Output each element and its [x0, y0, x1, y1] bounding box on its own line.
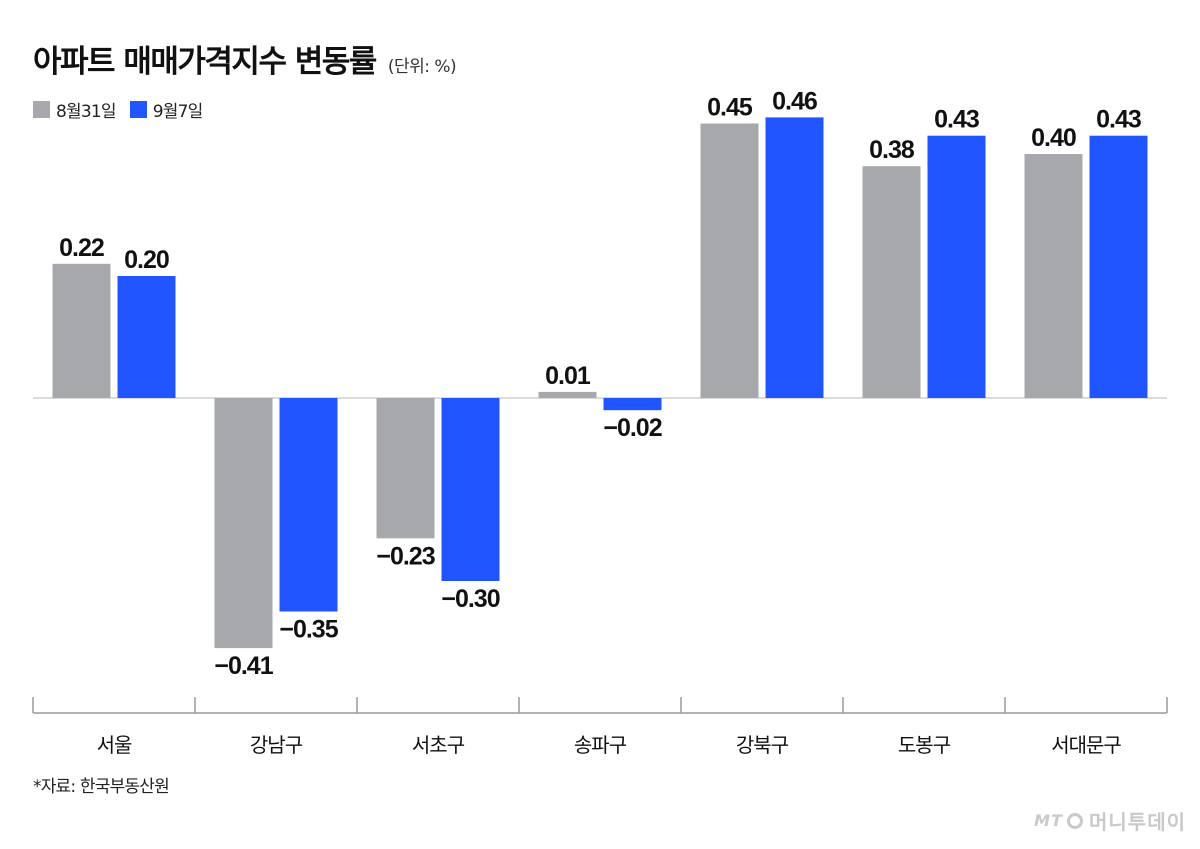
category-label-5: 도봉구: [898, 733, 951, 757]
data-label-0-5: 0.38: [869, 136, 915, 164]
bar-0-5: [862, 166, 921, 398]
bar-1-3: [603, 398, 662, 411]
watermark: MT 머니투데이: [1034, 806, 1186, 835]
chart-unit: (단위: %): [387, 57, 457, 77]
chart-title: 아파트 매매가격지수 변동률: [33, 44, 377, 80]
category-label-6: 서대문구: [1051, 733, 1121, 757]
category-label-3: 송파구: [574, 733, 627, 757]
data-label-0-0: 0.22: [59, 234, 104, 262]
data-label-1-6: 0.43: [1096, 106, 1141, 134]
data-label-1-1: −0.35: [279, 616, 338, 644]
bar-1-1: [279, 398, 338, 612]
bar-1-4: [765, 117, 824, 399]
data-label-1-5: 0.43: [934, 106, 979, 134]
data-label-0-4: 0.45: [707, 94, 753, 122]
bar-0-6: [1024, 154, 1083, 398]
legend-swatch-aug31: [33, 101, 50, 118]
bar-0-2: [376, 398, 435, 539]
bar-1-5: [927, 135, 986, 398]
category-label-4: 강북구: [736, 733, 789, 757]
bar-0-3: [538, 391, 597, 398]
bar-1-2: [441, 398, 500, 581]
data-label-1-0: 0.20: [124, 246, 169, 274]
data-label-0-2: −0.23: [376, 542, 434, 570]
legend-label-aug31: 8월31일: [56, 102, 117, 122]
data-label-1-4: 0.46: [772, 87, 817, 115]
data-label-0-6: 0.40: [1031, 124, 1076, 152]
bar-0-4: [700, 123, 759, 398]
legend-swatch-sep7: [129, 101, 147, 118]
source-note: *자료: 한국부동산원: [33, 777, 170, 797]
legend-item-aug31: 8월31일: [33, 97, 117, 122]
bar-1-6: [1089, 135, 1148, 398]
legend: 8월31일 9월7일: [33, 97, 216, 122]
data-label-1-2: −0.30: [441, 585, 499, 613]
data-label-1-3: −0.02: [603, 414, 661, 442]
category-label-1: 강남구: [250, 733, 303, 757]
watermark-text: 머니투데이: [1089, 810, 1186, 834]
chart-header: 아파트 매매가격지수 변동률 (단위: %): [33, 36, 457, 81]
watermark-logo-icon: [1067, 812, 1083, 829]
bar-0-0: [52, 263, 111, 398]
legend-label-sep7: 9월7일: [152, 102, 204, 122]
watermark-logo: MT: [1034, 811, 1063, 830]
bar-1-0: [117, 276, 176, 398]
data-label-0-3: 0.01: [545, 362, 591, 390]
data-label-0-1: −0.41: [214, 652, 273, 680]
category-label-2: 서초구: [412, 733, 465, 757]
bar-0-1: [214, 398, 273, 649]
category-label-0: 서울: [97, 733, 132, 757]
legend-item-sep7: 9월7일: [129, 97, 204, 122]
